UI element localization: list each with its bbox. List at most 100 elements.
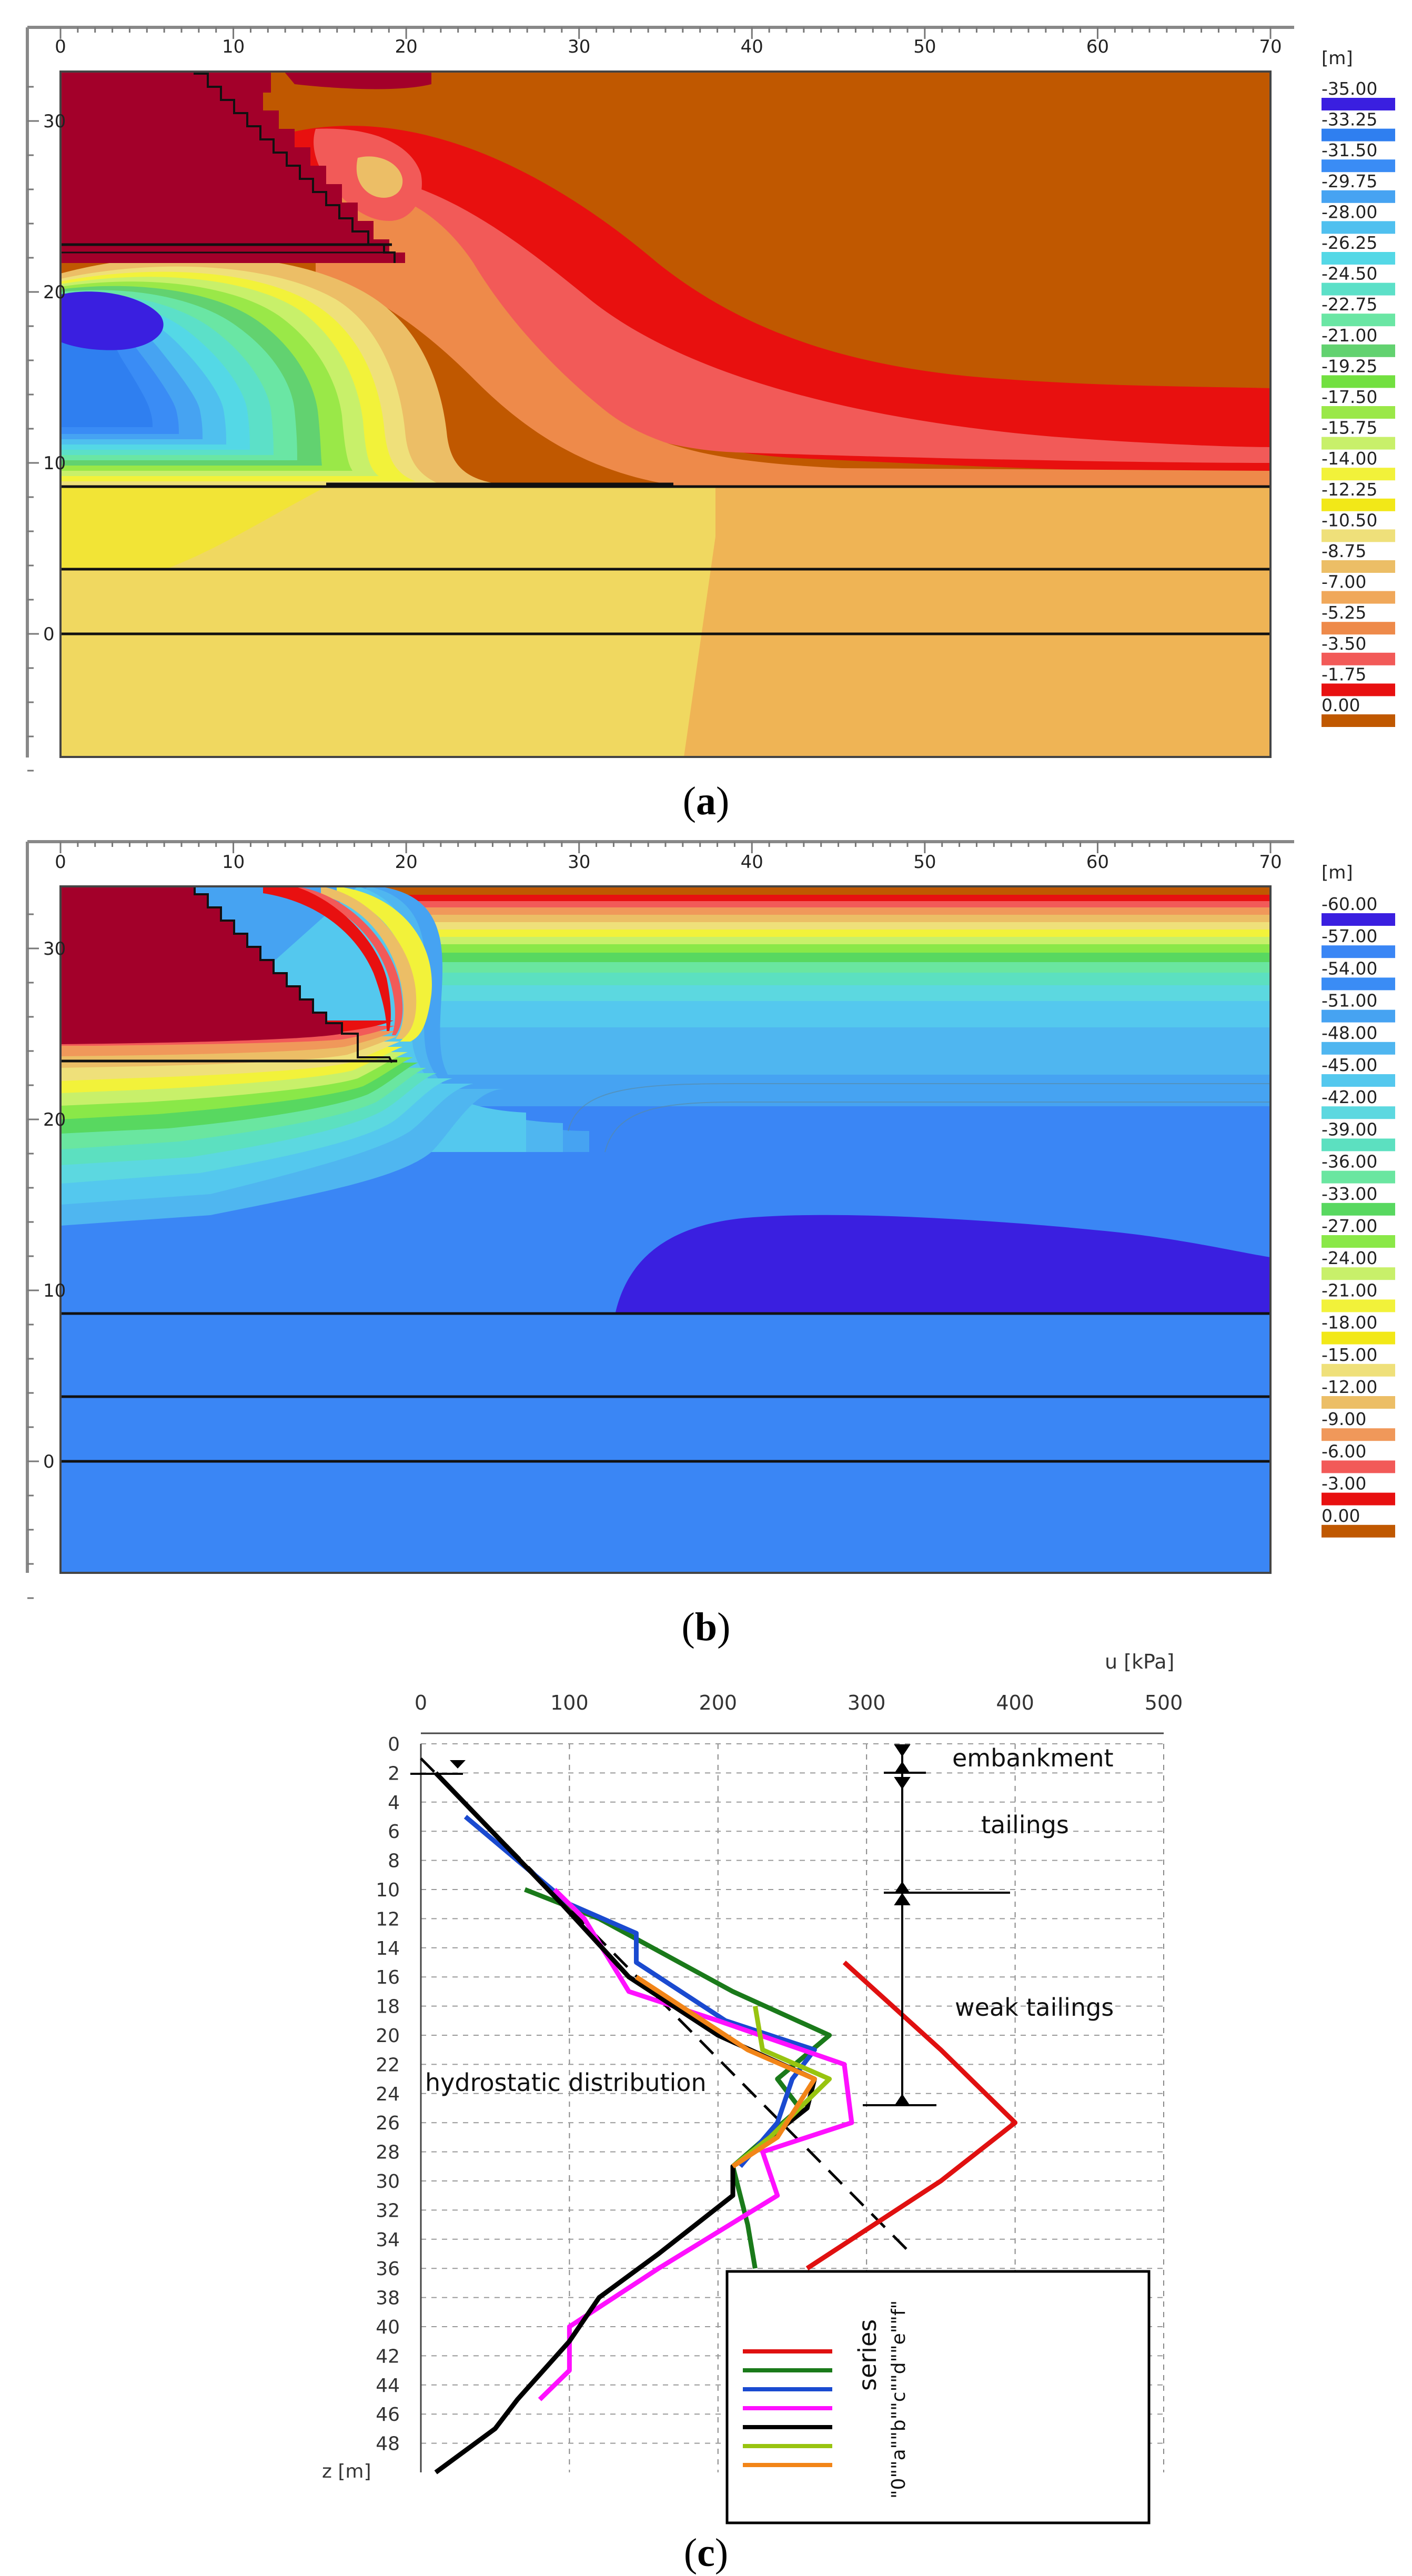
x-axis-title: u [kPa]	[1105, 1650, 1174, 1673]
legend-level-label: -33.25	[1322, 109, 1377, 130]
legend-level-label: -19.25	[1322, 356, 1377, 376]
legend-swatch	[1322, 159, 1395, 173]
legend-swatch	[1322, 1042, 1395, 1055]
legend-level-label: -29.75	[1322, 171, 1377, 191]
legend-level-label: -35.00	[1322, 78, 1377, 99]
y-tick-label-c: 30	[376, 2171, 400, 2193]
x-tick-label: 50	[913, 852, 936, 873]
y-tick-label-c: 14	[376, 1938, 400, 1959]
legend-swatch	[1322, 221, 1395, 234]
legend-b: -60.00 -57.00 -54.00 -51.00 -48.00 -45.00 -42.…	[1322, 894, 1395, 1538]
y-tick-label: 10	[43, 1280, 66, 1301]
series-line	[731, 2005, 832, 2168]
contour-field-a	[60, 72, 1270, 757]
legend-unit-b: [m]	[1322, 862, 1353, 883]
caption-c: (c)	[683, 2531, 729, 2575]
y-tick-label-c: 36	[376, 2258, 400, 2280]
legend-swatch	[1322, 1492, 1395, 1506]
y-tick-label: 30	[43, 938, 66, 959]
legend-swatch	[1322, 252, 1395, 265]
legend-level-label: -42.00	[1322, 1087, 1377, 1107]
x-tick-label: 30	[568, 852, 590, 873]
legend-swatch	[1322, 344, 1395, 357]
legend-level-label: -28.00	[1322, 201, 1377, 222]
y-tick-label-c: 20	[376, 2025, 400, 2047]
legend-swatch	[1322, 560, 1395, 573]
x-tick-label: 20	[395, 36, 418, 57]
caption-b: (b)	[681, 1605, 731, 1649]
legend-swatch	[1322, 1138, 1395, 1151]
x-tick-label-c: 300	[848, 1691, 886, 1714]
y-tick-labels-a: 30 20 10 0	[43, 111, 66, 645]
series-line	[538, 1887, 854, 2401]
y-tick-label-c: 42	[376, 2346, 400, 2367]
legend-swatch	[1322, 98, 1395, 110]
legend-swatch	[1322, 406, 1395, 419]
series-line	[524, 1887, 832, 2269]
legend-level-label: -1.75	[1322, 664, 1366, 684]
dam-steps-a	[194, 72, 396, 263]
legend-swatch	[1322, 1267, 1395, 1280]
label-tailings: tailings	[981, 1811, 1069, 1839]
legend-swatch	[1322, 945, 1395, 958]
y-tick-label-c: 12	[376, 1908, 400, 1930]
x-tick-label-c: 500	[1145, 1691, 1183, 1714]
x-tick-label-c: 200	[699, 1691, 738, 1714]
legend-level-label: -36.00	[1322, 1151, 1377, 1172]
series-line	[805, 1961, 1018, 2270]
x-tick-label-c: 400	[996, 1691, 1034, 1714]
x-tick-label: 20	[395, 852, 418, 873]
legend-swatch	[1322, 977, 1395, 991]
y-tick-label: 0	[43, 1451, 55, 1472]
legend-swatch	[1322, 1074, 1395, 1087]
legend-labels-c: "0""a""b""c""d""e""f"	[888, 2300, 910, 2499]
legend-swatch	[1322, 529, 1395, 542]
legend-swatch	[1322, 591, 1395, 604]
x-tick-labels-a: 0 10 20 30 40 50 60 70	[55, 36, 1282, 57]
legend-level-label: -48.00	[1322, 1023, 1377, 1043]
y-tick-labels-b: 30 20 10 0	[43, 938, 66, 1472]
contour-field-b	[60, 886, 1270, 1573]
legend-swatch	[1322, 1363, 1395, 1377]
water-level-marker	[410, 1760, 466, 1775]
legend-swatch	[1322, 1428, 1395, 1441]
legend-c: series "0""a""b""c""d""e""f"	[725, 2270, 1151, 2524]
legend-level-label: -15.00	[1322, 1345, 1377, 1365]
legend-level-label: -26.25	[1322, 233, 1377, 253]
x-tick-label: 70	[1259, 852, 1282, 873]
y-tick-label-c: 22	[376, 2054, 400, 2076]
caption-a: (a)	[682, 779, 730, 823]
y-tick-label-c: 0	[388, 1734, 400, 1755]
legend-level-label: -9.00	[1322, 1409, 1366, 1429]
legend-level-label: -31.50	[1322, 140, 1377, 160]
legend-level-label: -5.25	[1322, 602, 1366, 623]
legend-swatch	[1322, 1203, 1395, 1216]
panel-b-svg: 0 10 20 30 40 50 60 70 30 20 10 0 [m] -60.00 -57.00…	[26, 840, 1395, 1599]
legend-level-label: -45.00	[1322, 1055, 1377, 1075]
legend-swatch	[1322, 314, 1395, 327]
y-tick-label-c: 40	[376, 2317, 400, 2338]
legend-swatch	[1322, 714, 1395, 727]
left-ticks-a	[27, 86, 39, 772]
y-tick-label-c: 26	[376, 2113, 400, 2134]
y-tick-label-c: 38	[376, 2288, 400, 2309]
x-tick-label-c: 0	[415, 1691, 427, 1714]
x-tick-label-c: 100	[550, 1691, 589, 1714]
y-tick-label-c: 2	[388, 1763, 400, 1784]
panel-a-svg: 0 10 20 30 40 50 60 70 30 20 10 0 [m] -35.00 -33.25…	[26, 26, 1395, 772]
legend-level-label: -24.00	[1322, 1248, 1377, 1268]
legend-level-label: -17.50	[1322, 387, 1377, 407]
legend-level-label: 0.00	[1322, 695, 1360, 715]
legend-swatch	[1322, 282, 1395, 296]
legend-level-label: -21.00	[1322, 325, 1377, 346]
panel-c: 0 100 200 300 400 500 0 2 4 6 8 10 12 14 16 18 20 22 24 26 2…	[0, 1641, 1412, 2575]
legend-level-label: -60.00	[1322, 894, 1377, 914]
panel-a: 0 10 20 30 40 50 60 70 30 20 10 0 [m] -35.00 -33.25…	[0, 0, 1412, 823]
legend-level-label: -3.00	[1322, 1473, 1366, 1494]
legend-level-label: -27.00	[1322, 1216, 1377, 1236]
y-tick-label-c: 8	[388, 1851, 400, 1872]
y-tick-label-c: 46	[376, 2404, 400, 2426]
series-line	[463, 1815, 817, 2168]
legend-swatch	[1322, 1170, 1395, 1184]
legend-level-label: -10.50	[1322, 510, 1377, 530]
